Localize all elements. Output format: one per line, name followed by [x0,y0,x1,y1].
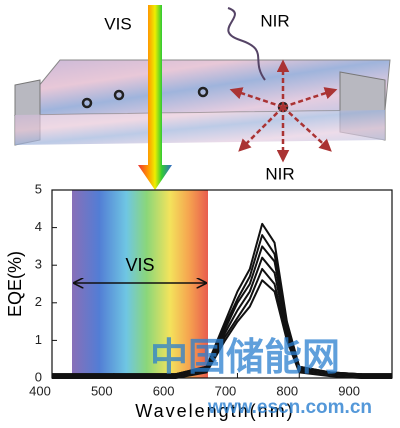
emission-arrows [229,59,338,163]
y-tick-label: 0 [35,369,42,384]
vis-label: VIS [104,14,131,33]
x-axis-label: Wavelength(nm) [135,401,294,421]
y-axis-label: EQE(%) [5,251,25,317]
watermark-url: www.escn.com.cn [207,397,372,418]
slab-front [15,110,385,145]
dot [81,97,93,109]
y-tick-label: 5 [35,181,42,196]
series-line [52,267,392,378]
x-tick-label: 500 [91,383,113,398]
chart: VIS 0 1 2 3 4 5 400 500 600 700 800 900 Wavelength(nm… [5,181,393,421]
series-line [52,279,392,379]
x-tick-label: 800 [276,383,298,398]
plot-frame [51,189,393,379]
y-tick-label: 4 [35,219,42,234]
y-tick-label: 1 [35,332,42,347]
x-tick-label: 700 [215,383,237,398]
schematic: VIS NIR NIR [13,5,391,190]
y-tick-label: 3 [35,257,42,272]
watermark: 中国储能网 [150,337,340,379]
annotation: VIS [125,255,154,275]
nir-label: NIR [265,164,294,183]
nir-label: NIR [260,11,289,30]
x-tick-label: 900 [338,383,360,398]
vis-beam [138,5,172,190]
x-tick-label: 600 [153,383,175,398]
series-line [52,245,392,376]
nir-wave [227,7,266,81]
x-tick-label: 400 [29,383,51,398]
y-tick-label: 2 [35,294,42,309]
dot [197,86,209,98]
dot [113,89,125,101]
